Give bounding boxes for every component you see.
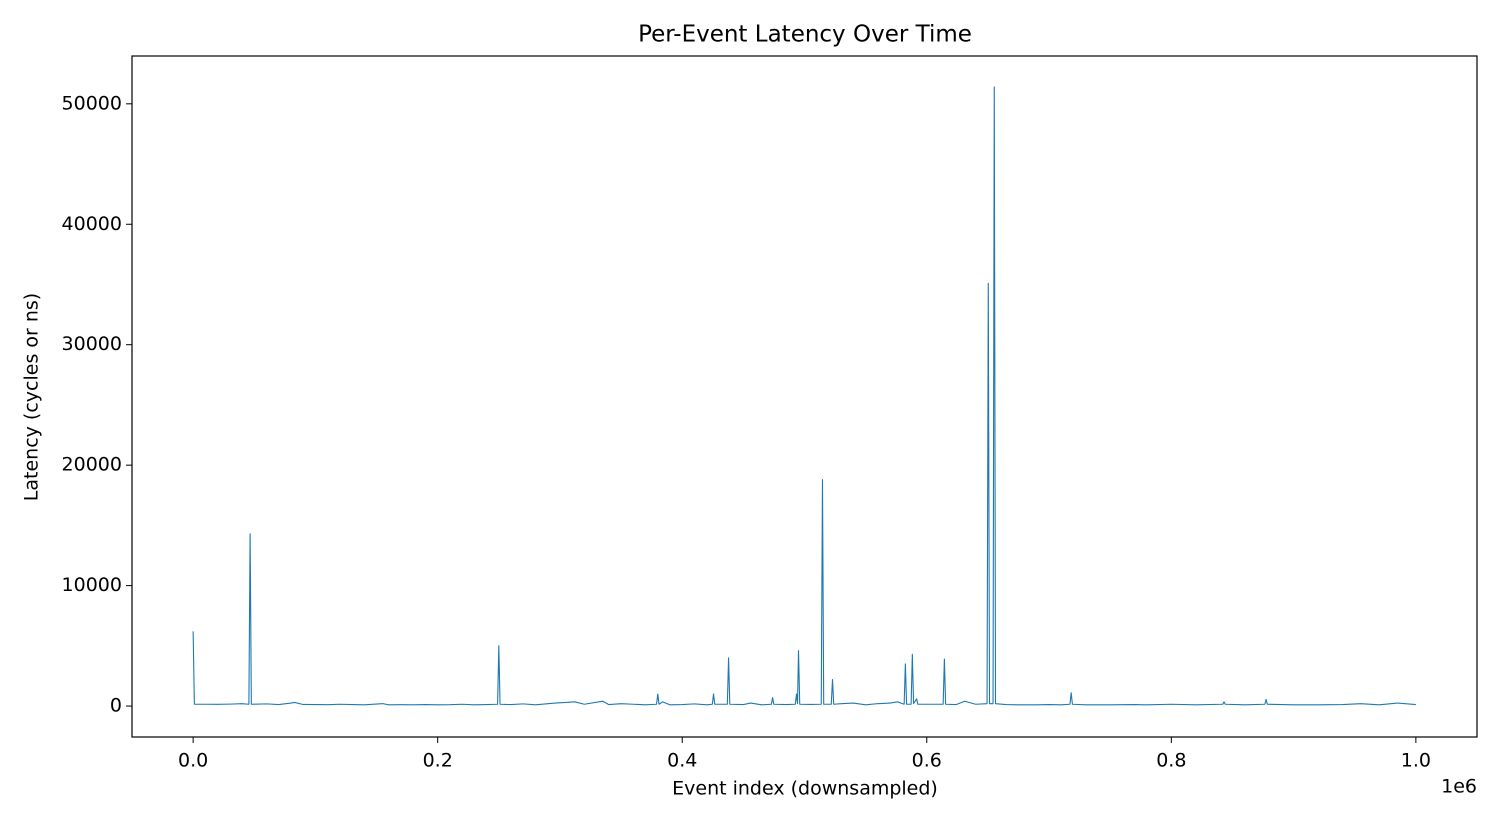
x-tick-label: 0.4 — [667, 750, 697, 772]
x-offset-label: 1e6 — [1441, 776, 1477, 798]
x-tick-label: 1.0 — [1401, 750, 1431, 772]
y-tick-label: 0 — [110, 695, 122, 717]
x-tick-label: 0.0 — [178, 750, 208, 772]
y-tick-label: 10000 — [62, 574, 122, 596]
x-axis-label: Event index (downsampled) — [672, 778, 938, 800]
x-tick-label: 0.2 — [423, 750, 453, 772]
x-tick-label: 0.6 — [912, 750, 942, 772]
y-tick-label: 50000 — [62, 92, 122, 114]
y-axis-label: Latency (cycles or ns) — [21, 293, 43, 501]
chart-title: Per-Event Latency Over Time — [638, 22, 972, 48]
x-tick-label: 0.8 — [1156, 750, 1186, 772]
y-tick-label: 30000 — [62, 333, 122, 355]
y-tick-label: 20000 — [62, 454, 122, 476]
plot-frame — [131, 55, 1478, 738]
y-tick-label: 40000 — [62, 213, 122, 235]
data-line — [192, 86, 1416, 706]
